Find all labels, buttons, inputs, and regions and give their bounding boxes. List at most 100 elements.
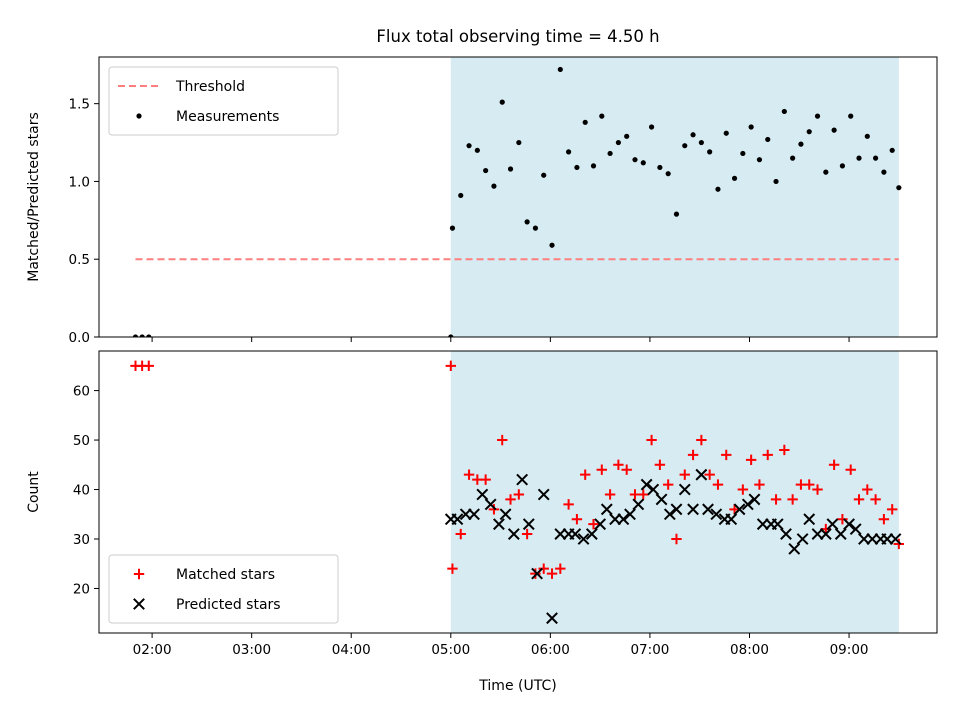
matched-star-point [828,459,840,470]
predicted-star-point [507,528,520,540]
measurement-point [873,155,879,161]
x-tick-label: 03:00 [232,642,271,658]
x-tick-label: 08:00 [730,642,769,658]
matched-star-point [654,459,666,470]
measurement-point [146,334,152,337]
predicted-star-point [670,503,683,516]
predicted-star-point [493,518,505,531]
predicted-star-point [796,533,809,545]
measurement-point [673,211,680,217]
measurement-point [590,163,597,169]
y-tick-label: 0.0 [69,330,90,346]
measurement-point [781,108,787,115]
measurement-point [657,164,663,171]
predicted-star-point [546,612,558,625]
predicted-star-point [695,468,708,481]
matched-star-point [480,474,491,485]
legend: Threshold Measurements [108,66,339,136]
predicted-star-point [451,513,464,526]
legend-label: Matched stars [176,567,275,583]
measurement-point [823,169,829,175]
predicted-star-point [741,498,754,511]
legend-matched-swatch [133,568,145,580]
predicted-star-point [678,483,691,496]
measurement-point [707,149,713,155]
predicted-star-point [702,503,714,516]
measurement-point [549,242,555,248]
measurement-point [458,192,464,199]
matched-star-point [870,494,881,505]
predicted-star-point [843,518,855,531]
predicted-star-point [594,518,607,531]
matched-star-point [538,563,549,574]
matched-star-point [513,489,525,500]
predicted-star-point [819,528,832,540]
matched-star-point [745,454,757,466]
matched-star-point [646,434,657,446]
measurement-point [839,163,846,169]
matched-star-point [779,444,790,456]
measurement-point [541,172,547,178]
predicted-star-point [826,518,839,531]
matched-star-point [804,479,815,490]
matched-star-point [580,469,591,480]
predicted-star-point [484,498,497,511]
matched-star-point [721,449,732,461]
x-tick-label: 06:00 [531,642,570,658]
measurement-point [632,157,638,163]
ratio-panel: 0.0 0.5 1.0 1.5 Matched/Predicted stars Thres… [26,56,938,346]
predicted-star-point [663,508,676,521]
measurement-point [765,136,771,143]
measurement-point [698,139,704,146]
measurement-point [665,171,671,177]
matched-star-point [497,434,508,446]
y-tick-label: 40 [73,483,90,499]
matched-star-point [588,518,599,530]
measurement-point [790,155,796,161]
measurement-point [864,133,870,139]
matched-star-point [704,469,715,480]
predicted-star-point [531,567,543,580]
measurement-point [483,167,489,174]
measurement-point [856,155,862,161]
matched-star-point [613,459,624,470]
legend-predicted-swatch [133,598,145,610]
y-axis-label: Count [26,471,42,513]
matched-star-point [837,514,848,525]
matched-star-point [638,489,649,500]
predicted-star-point [889,533,902,545]
predicted-star-point [522,518,535,531]
measurement-point [773,178,779,185]
matched-star-point [530,568,541,579]
legend-measurement-swatch [136,113,142,119]
matched-star-point [712,479,724,490]
legend-label: Threshold [175,79,245,95]
matched-star-point [671,533,682,545]
measurement-point [532,225,539,231]
measurement-point [806,129,812,135]
measurement-point [740,150,746,157]
matched-star-point [762,449,773,461]
measurement-point [557,66,563,73]
x-axis-label: Time (UTC) [478,678,556,694]
matched-star-point [445,360,456,372]
matched-star-point [679,469,690,480]
predicted-star-point [585,528,598,540]
predicted-star-point [516,473,529,486]
matched-star-point [447,563,458,574]
predicted-star-point [537,488,550,501]
predicted-star-point [640,478,653,491]
x-tick-label: 02:00 [133,642,172,658]
matched-star-point [787,494,798,505]
legend-label: Predicted stars [176,597,281,613]
predicted-star-point [632,498,645,511]
y-tick-label: 1.0 [69,174,90,190]
predicted-star-point [499,508,512,521]
predicted-star-point [733,503,746,516]
measurement-point [814,113,821,119]
legend: Matched stars Predicted stars [108,554,339,624]
measurement-point [574,164,580,171]
predicted-star-point [476,488,489,501]
observing-window-shade [450,351,899,633]
measurement-point [499,99,505,105]
